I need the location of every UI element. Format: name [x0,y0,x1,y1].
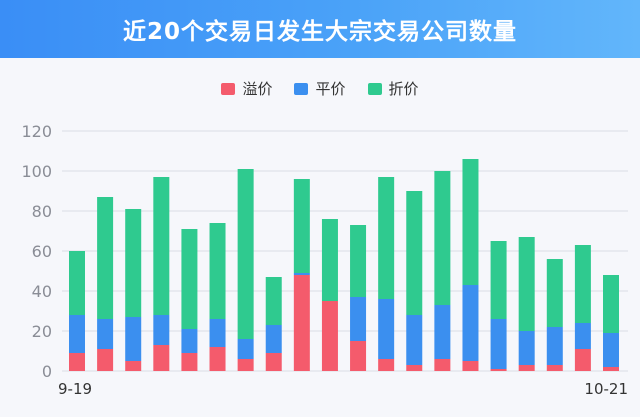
bar-segment-par [293,273,310,275]
bar-segment-par [574,323,591,349]
legend-swatch-par [294,82,309,95]
bar-segment-premium [406,365,423,371]
bar-segment-discount [378,177,395,299]
legend-label-par: 平价 [315,80,346,98]
bar-segment-par [125,317,142,361]
bar-segment-discount [406,191,423,315]
bar-segment-premium [209,347,226,371]
bar-segment-discount [434,171,451,305]
bar-segment-discount [69,251,85,315]
y-tick-label: 20 [32,322,52,341]
bar-segment-discount [518,237,535,331]
bar-segment-discount [97,197,114,319]
bar-segment-premium [125,361,142,371]
legend-swatch-premium [221,82,236,95]
bar-segment-par [350,297,367,341]
bar-segment-par [462,285,479,361]
bar-segment-par [181,329,198,353]
bar-segment-premium [434,359,451,371]
chart-title: 近20个交易日发生大宗交易公司数量 [122,19,517,45]
bar-segment-premium [293,275,310,371]
x-tick-label-first: 9-19 [58,380,92,398]
y-tick-label: 120 [21,122,52,141]
bar-segment-premium [97,349,114,371]
bar-segment-premium [181,353,198,371]
legend-label-premium: 溢价 [242,80,273,98]
bar-segment-premium [603,367,619,371]
legend-label-discount: 折价 [388,80,419,98]
legend-item-premium[interactable]: 溢价 [221,78,272,99]
bar-segment-par [546,327,563,365]
chart-header: 近20个交易日发生大宗交易公司数量 [0,0,640,58]
bar-segment-premium [237,359,254,371]
bar-segment-premium [321,301,338,371]
bar-segment-discount [603,275,619,333]
y-tick-label: 60 [32,242,52,261]
bar-segment-par [406,315,423,365]
bar-segment-par [69,315,85,353]
y-tick-label: 0 [42,362,52,381]
legend-swatch-discount [367,82,382,95]
bar-segment-discount [490,241,507,319]
bar-segment-premium [378,359,395,371]
bar-segment-premium [350,341,367,371]
bar-segment-premium [265,353,282,371]
bar-segment-discount [350,225,367,297]
y-tick-label: 80 [32,202,52,221]
x-tick-label-last: 10-21 [584,380,628,398]
bar-segment-par [603,333,619,367]
bar-segment-premium [69,353,85,371]
bar-segment-discount [153,177,170,315]
bar-segment-discount [462,159,479,285]
bar-segment-premium [462,361,479,371]
bar-segment-discount [125,209,142,317]
bar-segment-premium [574,349,591,371]
bar-segment-discount [181,229,198,329]
bar-segment-discount [321,219,338,301]
y-tick-label: 100 [21,162,52,181]
y-tick-label: 40 [32,282,52,301]
bar-segment-par [97,319,114,349]
bar-segment-discount [293,179,310,273]
bar-segment-discount [574,245,591,323]
bar-segment-par [209,319,226,347]
bar-segment-premium [490,369,507,371]
legend: 溢价 平价 折价 [0,78,640,99]
legend-item-discount[interactable]: 折价 [367,78,419,99]
legend-item-par[interactable]: 平价 [294,78,346,99]
bar-segment-discount [546,259,563,327]
bar-segment-par [518,331,535,365]
bar-segment-premium [546,365,563,371]
bar-segment-par [265,325,282,353]
bar-segment-par [490,319,507,369]
bar-segment-par [434,305,451,359]
bar-segment-premium [153,345,170,371]
bar-segment-premium [518,365,535,371]
bar-segment-discount [237,169,254,339]
bar-segment-par [237,339,254,359]
bar-segment-par [378,299,395,359]
bar-segment-discount [265,277,282,325]
bar-segment-discount [209,223,226,319]
bar-segment-par [153,315,170,345]
